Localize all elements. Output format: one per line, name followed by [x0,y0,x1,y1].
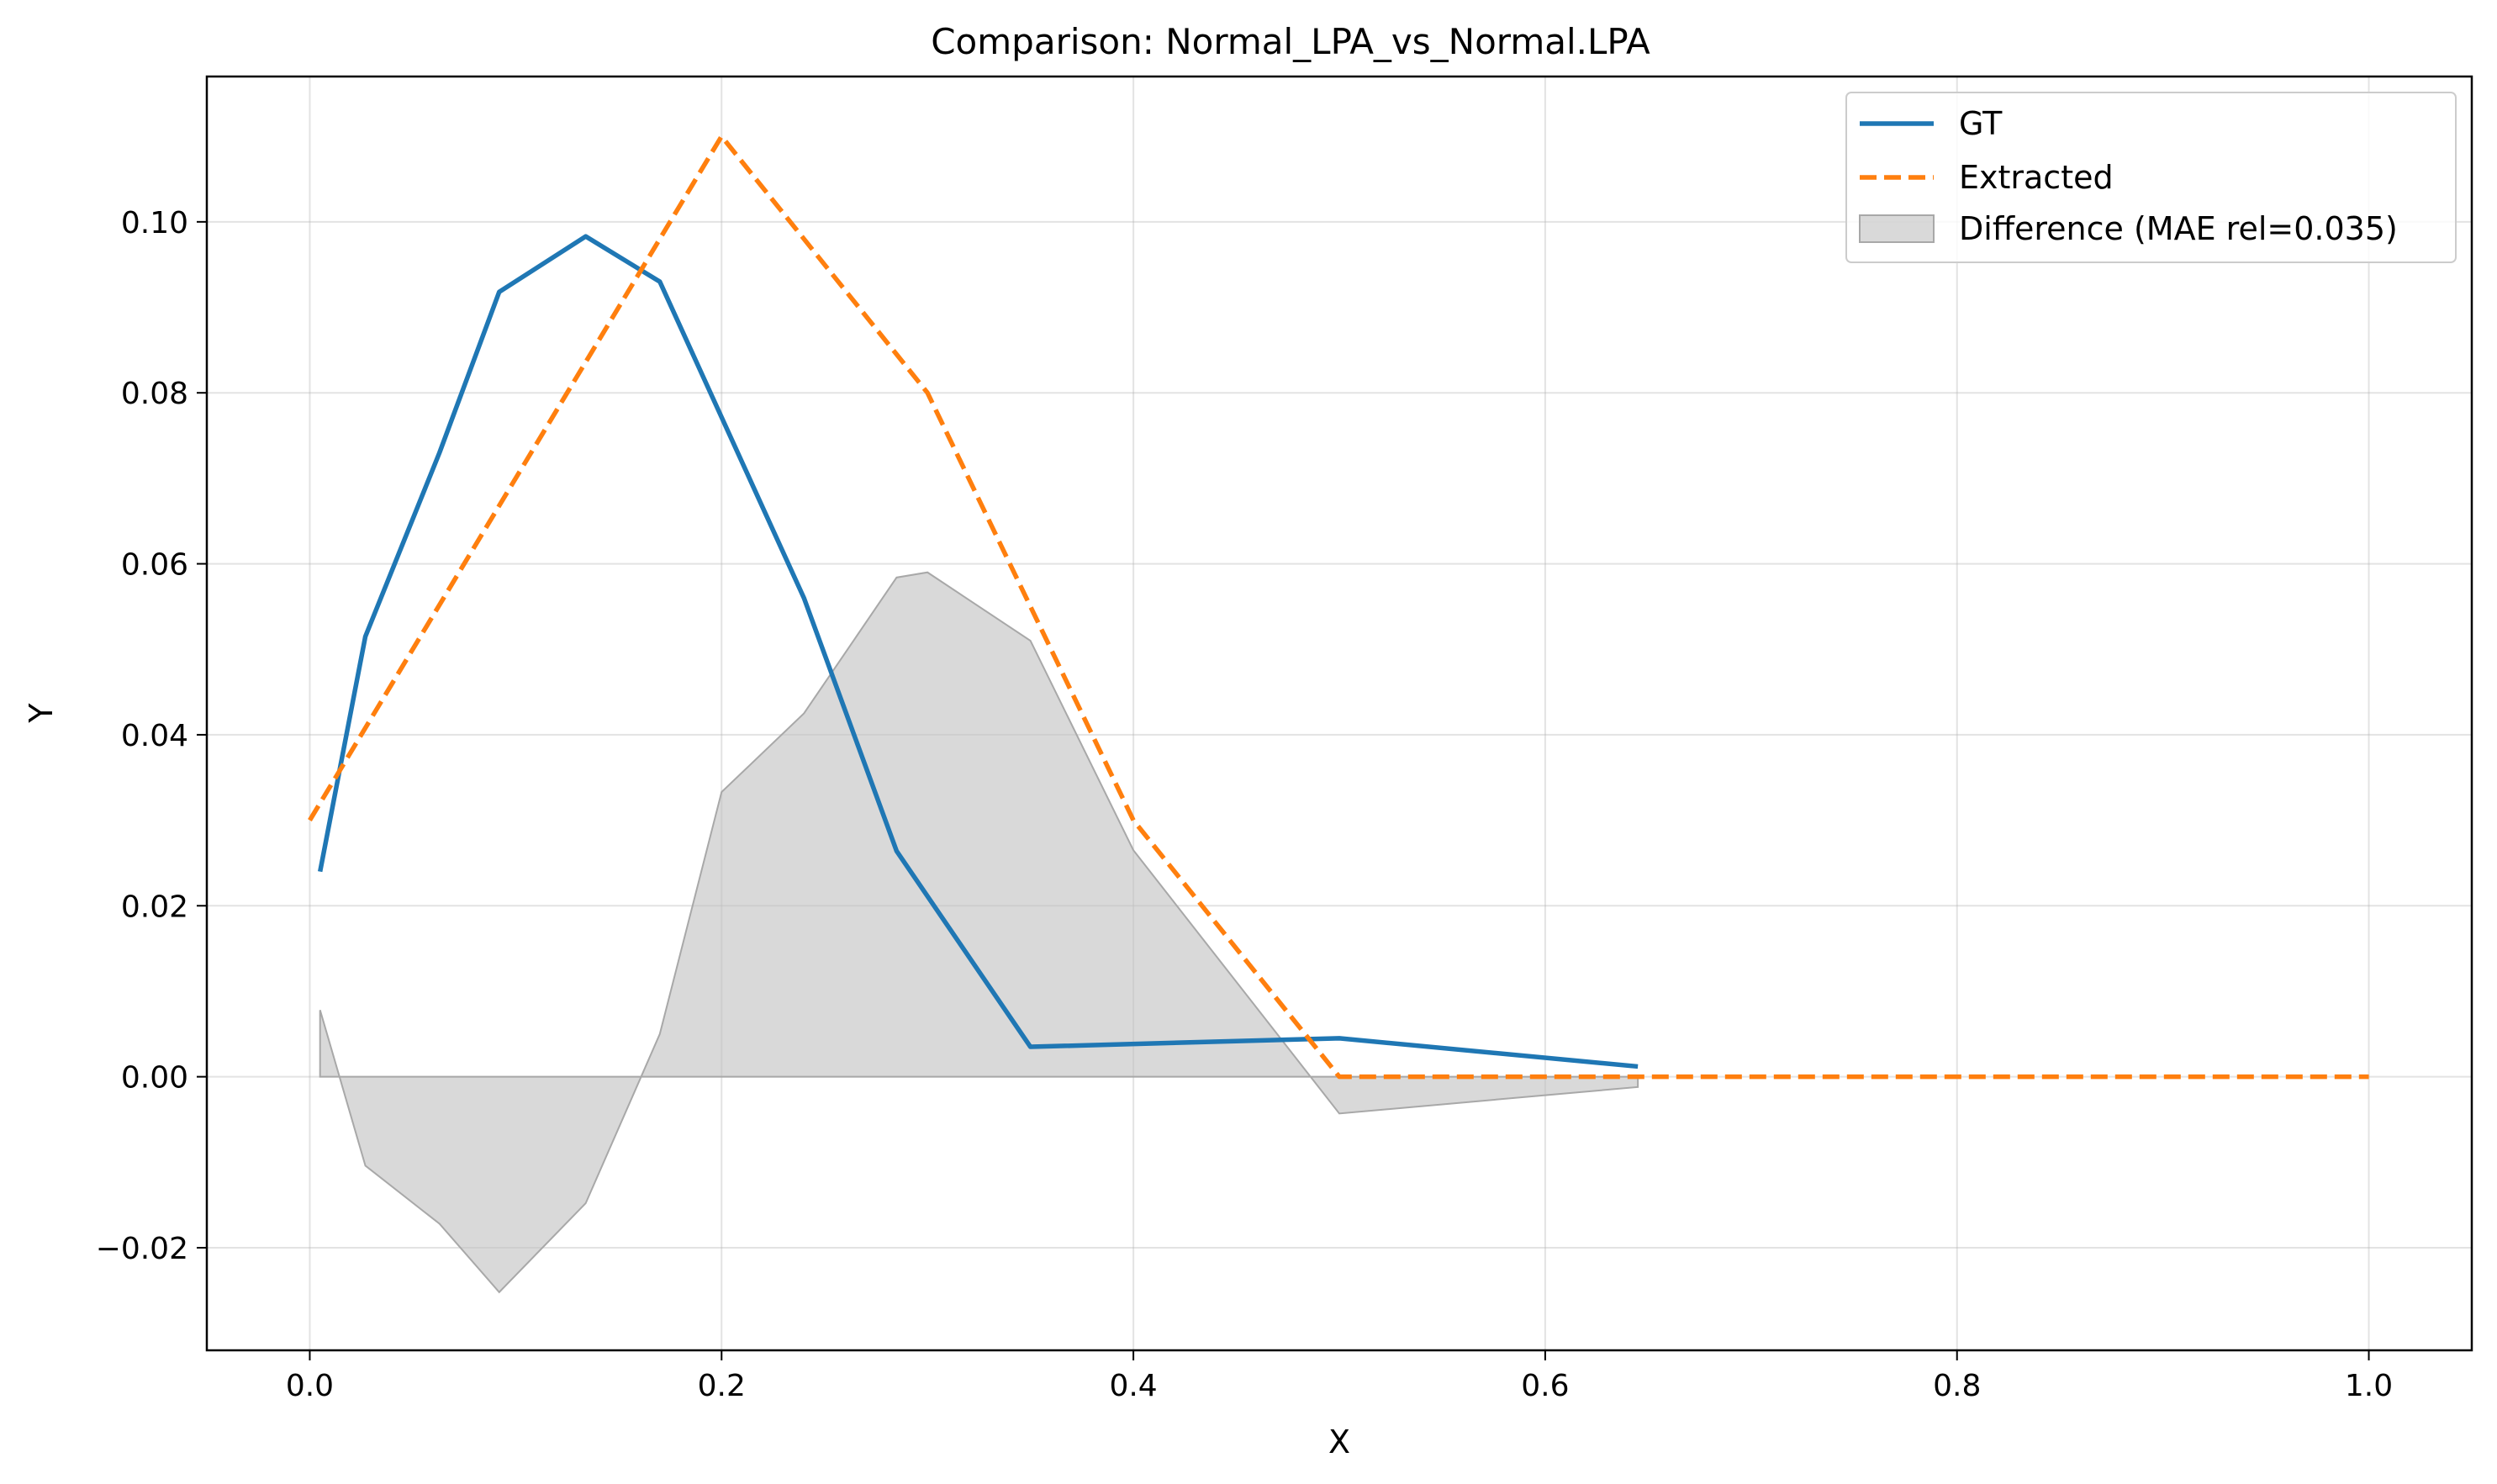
legend-label-gt: GT [1959,105,2003,142]
series-line-gt [317,234,1639,1069]
x-tick-label: 0.6 [1521,1369,1569,1403]
legend-label-extracted: Extracted [1959,159,2114,196]
legend-box [1845,92,2457,263]
series-line-extracted [308,134,2369,1080]
plot-frame [205,75,2473,1352]
series-layer [308,134,2369,1080]
chart-title: Comparison: Normal_LPA_vs_Normal.LPA [931,21,1650,62]
x-axis-label: X [1328,1423,1350,1460]
y-axis-label: Y [23,703,60,724]
y-tick-label: 0.04 [121,719,188,753]
x-tick-label: 0.4 [1109,1369,1157,1403]
ticks: 0.0 0.2 0.4 0.6 0.8 1.0 −0.02 0.00 0.02 0.04 0.06 0… [96,206,2394,1403]
legend-swatch-difference [1859,214,1935,243]
x-tick-label: 1.0 [2345,1369,2393,1403]
x-tick-label: 0.8 [1933,1369,1981,1403]
legend: GT Extracted Difference (MAE rel=0.035) [1845,92,2457,263]
y-tick-label: 0.00 [121,1061,188,1096]
y-tick-label: 0.06 [121,548,188,583]
difference-area [319,571,1639,1294]
y-tick-label: 0.10 [121,206,188,240]
x-tick-label: 0.2 [698,1369,746,1403]
legend-label-difference: Difference (MAE rel=0.035) [1959,210,2398,247]
y-tick-label: 0.08 [121,377,188,411]
y-tick-label: 0.02 [121,890,188,924]
difference-area-layer [319,571,1639,1294]
y-tick-label: −0.02 [96,1232,188,1266]
x-tick-label: 0.0 [286,1369,334,1403]
